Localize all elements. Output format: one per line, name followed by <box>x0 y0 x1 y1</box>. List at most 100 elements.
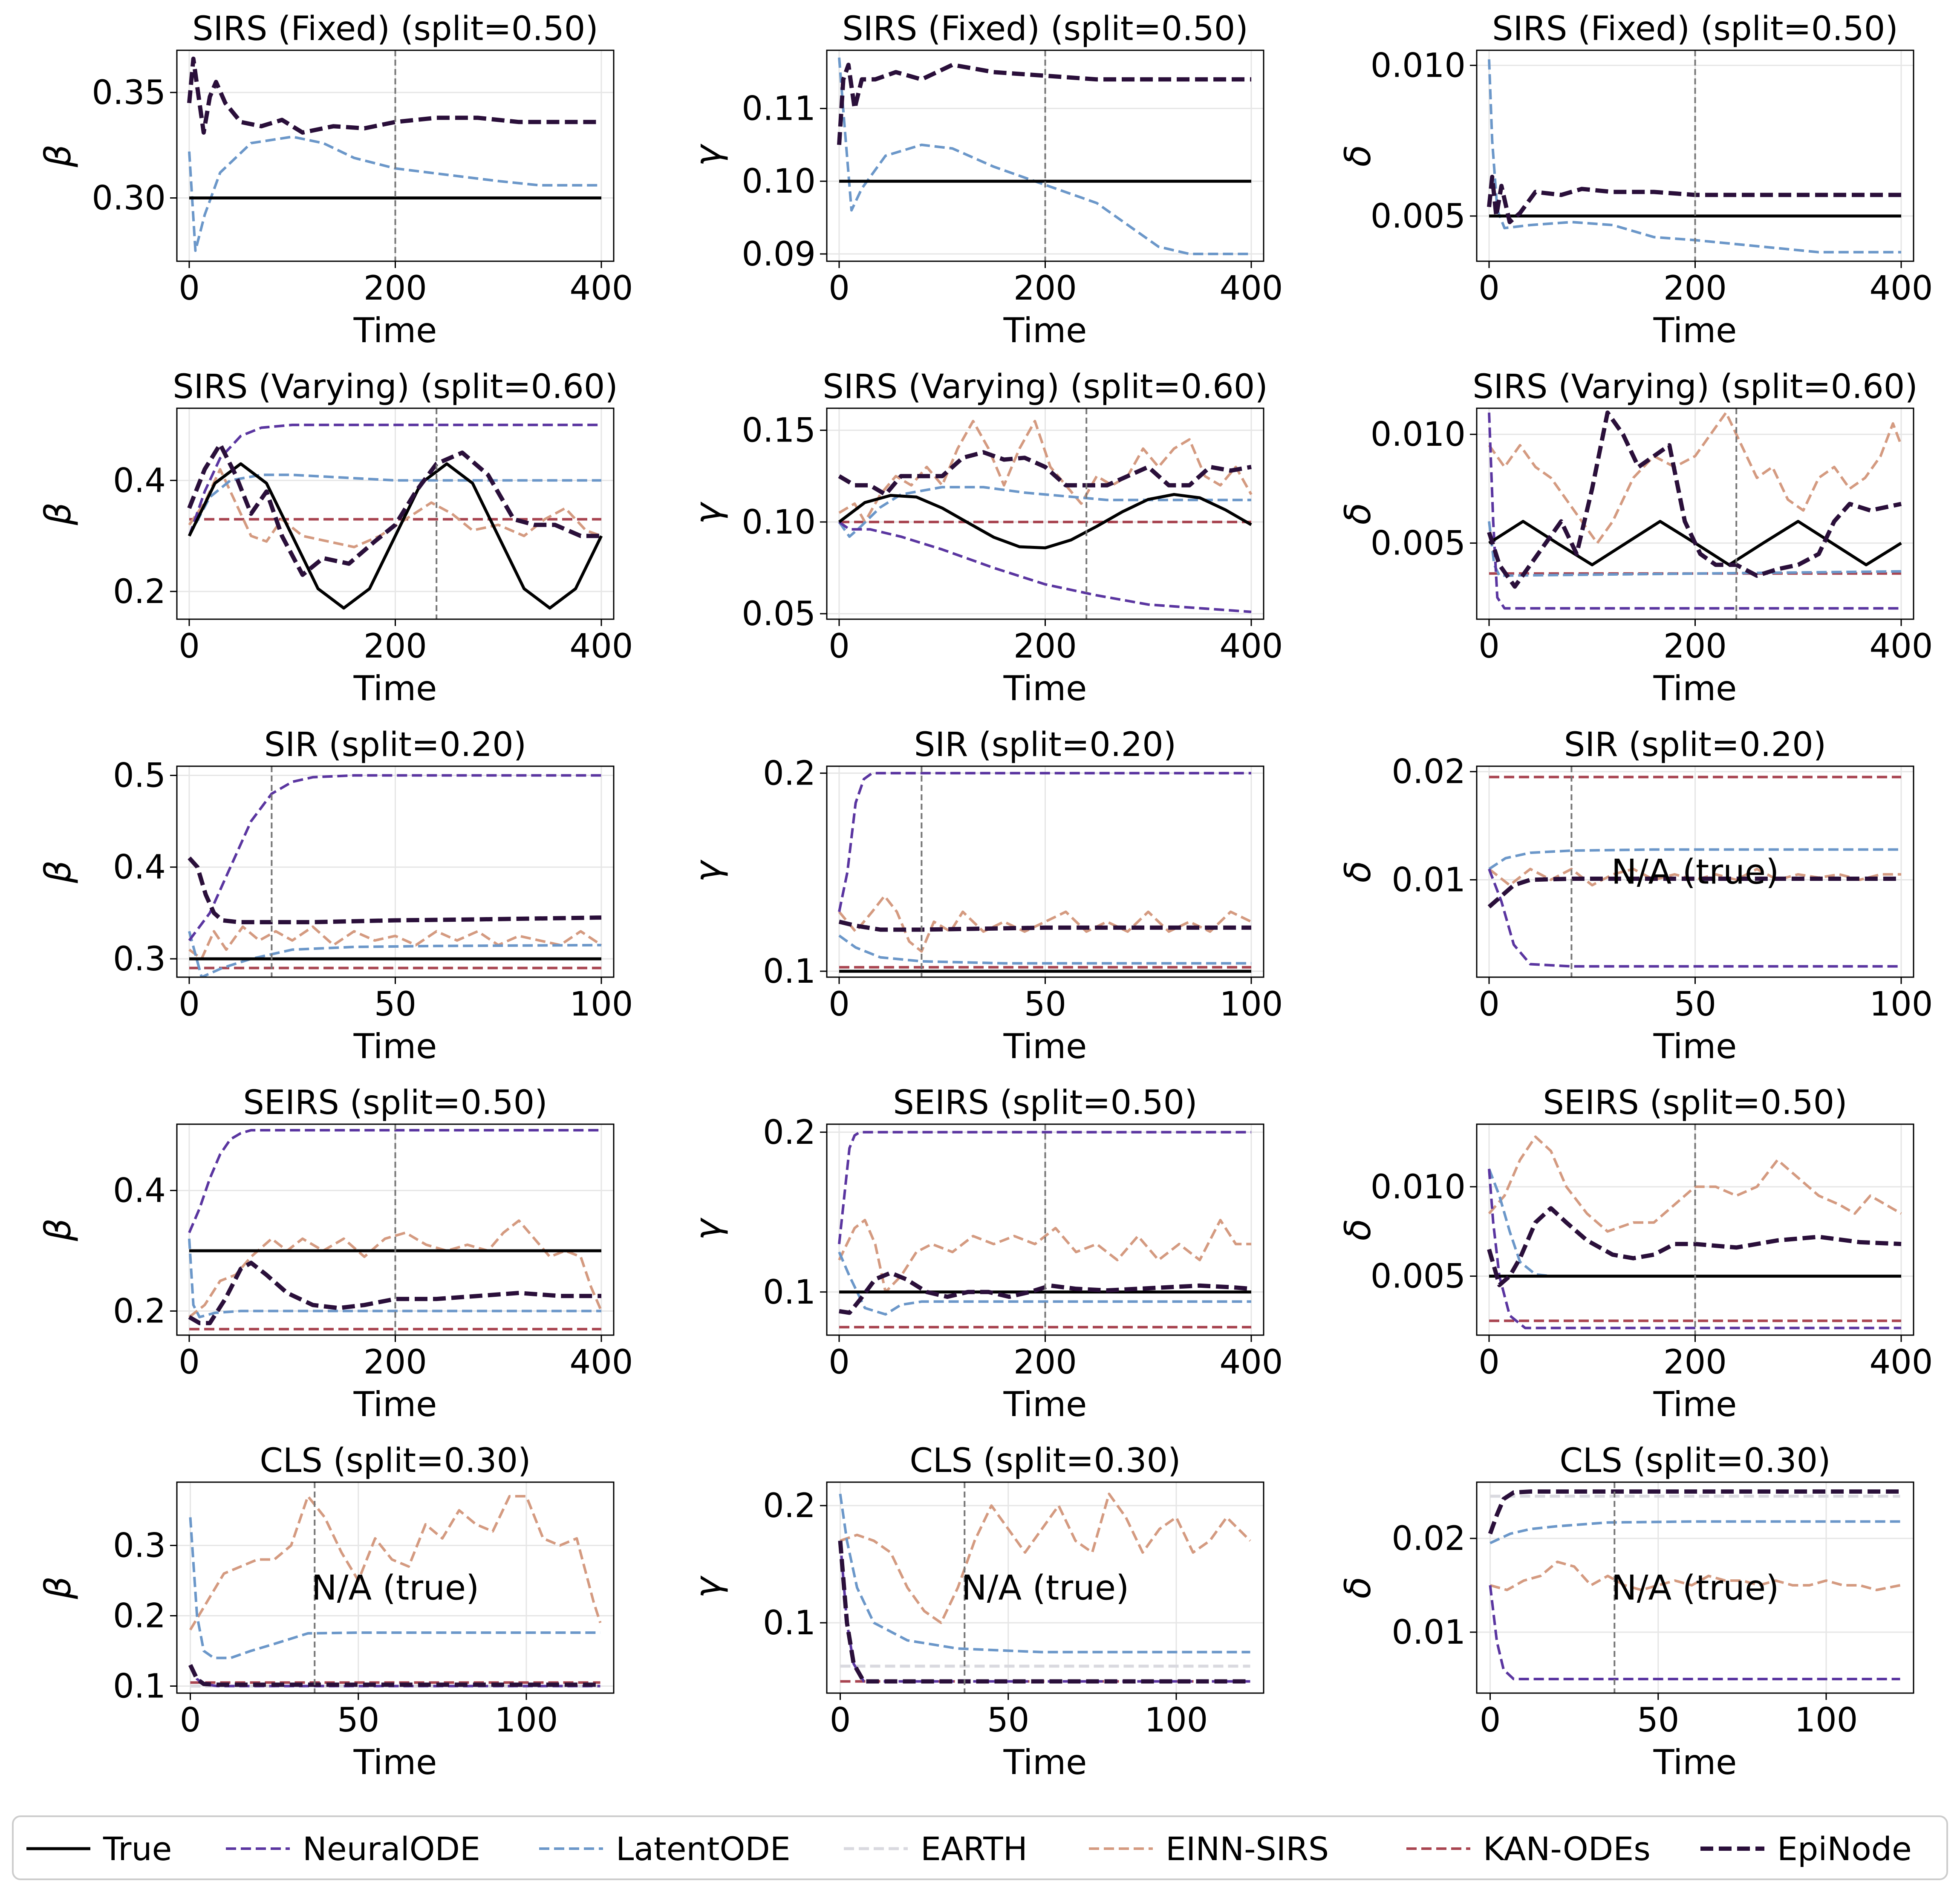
y-axis-label: γ <box>687 143 729 166</box>
x-tick-label: 50 <box>1637 1701 1679 1740</box>
x-tick-label: 200 <box>1013 627 1077 666</box>
y-tick-label: 0.1 <box>763 952 816 991</box>
x-tick-label: 100 <box>1220 985 1283 1024</box>
series-line-einn-sirs <box>1488 1135 1902 1233</box>
x-tick-label: 0 <box>828 1343 850 1382</box>
y-tick-label: 0.01 <box>1391 861 1466 900</box>
series-line-einn-sirs <box>189 1495 602 1631</box>
y-tick-label: 0.4 <box>113 1172 166 1210</box>
y-axis-label: δ <box>1337 145 1379 167</box>
series-line-epinode <box>187 442 601 577</box>
x-tick-label: 100 <box>1795 1701 1858 1740</box>
series-group <box>1487 59 1901 254</box>
series-line-latentode <box>189 1517 600 1659</box>
x-tick-label: 200 <box>364 269 427 308</box>
panel-title: CLS (split=0.30) <box>260 1442 531 1480</box>
panel-7: 0 50 100 0.3 0.4 0.5 SIR (split=0.20) Time β <box>37 726 633 1066</box>
y-tick-label: 0.010 <box>1371 46 1466 85</box>
axes-frame <box>826 1481 1264 1694</box>
series-line-epinode <box>1487 1206 1902 1287</box>
x-tick-label: 200 <box>364 627 427 666</box>
y-tick-label: 0.2 <box>763 754 816 793</box>
series-line-einn-sirs <box>838 420 1253 523</box>
legend-frame <box>12 1815 1948 1880</box>
y-tick-label: 0.01 <box>1391 1613 1466 1652</box>
series-group <box>187 424 603 610</box>
series-group <box>838 772 1252 973</box>
series-line-epinode <box>1487 175 1901 225</box>
series-group <box>1487 1135 1902 1330</box>
series-group <box>838 1131 1252 1329</box>
series-group <box>838 1492 1251 1684</box>
panel-title: SIR (split=0.20) <box>1564 726 1826 764</box>
series-line-latentode <box>188 1238 601 1319</box>
panel-title: SIR (split=0.20) <box>264 726 526 764</box>
x-tick-label: 400 <box>1870 627 1933 666</box>
y-axis-label: β <box>37 144 79 168</box>
y-tick-label: 0.3 <box>113 1527 166 1565</box>
x-tick-label: 0 <box>180 1701 201 1740</box>
x-axis-label: Time <box>1003 1743 1087 1782</box>
x-tick-label: 0 <box>1480 1701 1501 1740</box>
panel-title: SIRS (Varying) (split=0.60) <box>173 368 618 406</box>
x-tick-label: 100 <box>1145 1701 1208 1740</box>
series-line-epinode <box>838 920 1251 932</box>
y-tick-label: 0.2 <box>763 1114 816 1152</box>
x-axis-label: Time <box>353 1027 437 1066</box>
series-group <box>187 56 601 252</box>
x-tick-label: 0 <box>179 985 200 1024</box>
x-tick-label: 100 <box>570 985 633 1024</box>
x-axis-label: Time <box>1003 1385 1087 1424</box>
y-axis-label: γ <box>687 859 729 882</box>
y-tick-label: 0.2 <box>113 573 166 611</box>
series-line-neuralode <box>839 1541 1250 1683</box>
y-axis-label: δ <box>1337 1219 1379 1241</box>
panel-11: 0 200 400 0.1 0.2 SEIRS (split=0.50) Time γ <box>687 1084 1283 1424</box>
x-tick-label: 200 <box>1013 269 1077 308</box>
series-group <box>1488 1489 1901 1680</box>
series-line-latentode <box>1489 1520 1900 1544</box>
series-line-epinode <box>1488 1489 1900 1535</box>
y-tick-label: 0.30 <box>92 179 166 218</box>
series-line-neuralode <box>188 774 601 941</box>
y-tick-label: 0.010 <box>1371 1168 1466 1206</box>
y-axis-label: β <box>37 502 79 526</box>
x-tick-label: 50 <box>337 1701 379 1740</box>
y-tick-label: 0.005 <box>1371 197 1466 236</box>
series-line-einn-sirs <box>1488 411 1902 545</box>
y-tick-label: 0.02 <box>1391 753 1466 791</box>
series-line-latentode <box>838 1251 1251 1316</box>
series-line-latentode <box>1488 848 1901 870</box>
axes-frame <box>1476 1481 1914 1694</box>
y-tick-label: 0.09 <box>742 235 816 274</box>
x-tick-label: 200 <box>1663 1343 1727 1382</box>
x-tick-label: 400 <box>1220 627 1283 666</box>
series-line-epinode <box>187 56 601 135</box>
panel-10: 0 200 400 0.2 0.4 SEIRS (split=0.50) Time β <box>37 1084 633 1424</box>
panel-3: 0 200 400 0.005 0.010 SIRS (Fixed) (split=0.5… <box>1337 10 1933 350</box>
panel-15: 0 50 100 0.01 0.02 CLS (split=0.30) Time δ N/A (… <box>1337 1442 1914 1782</box>
x-tick-label: 0 <box>828 269 850 308</box>
x-tick-label: 100 <box>495 1701 558 1740</box>
y-tick-label: 0.1 <box>763 1273 816 1312</box>
series-line-latentode <box>838 486 1251 538</box>
series-line-einn-sirs <box>840 1492 1251 1624</box>
panel-title: SEIRS (split=0.50) <box>1543 1084 1847 1122</box>
y-tick-label: 0.005 <box>1371 524 1466 563</box>
series-line-latentode <box>839 1494 1250 1653</box>
y-axis-label: β <box>37 1218 79 1242</box>
series-group <box>188 1495 602 1688</box>
y-tick-label: 0.4 <box>113 848 166 887</box>
series-line-latentode <box>838 57 1251 255</box>
x-axis-label: Time <box>353 1385 437 1424</box>
axes-frame <box>176 1481 615 1694</box>
legend-label: KAN-ODEs <box>1483 1830 1651 1868</box>
annotation-na: N/A (true) <box>1611 852 1779 892</box>
series-line-neuralode <box>1488 868 1901 968</box>
series-line-true <box>838 493 1252 550</box>
panel-8: 0 50 100 0.1 0.2 SIR (split=0.20) Time γ <box>687 726 1283 1066</box>
y-tick-label: 0.2 <box>113 1597 166 1636</box>
x-axis-label: Time <box>1003 1027 1087 1066</box>
panel-title: SIRS (Fixed) (split=0.50) <box>1492 10 1898 48</box>
